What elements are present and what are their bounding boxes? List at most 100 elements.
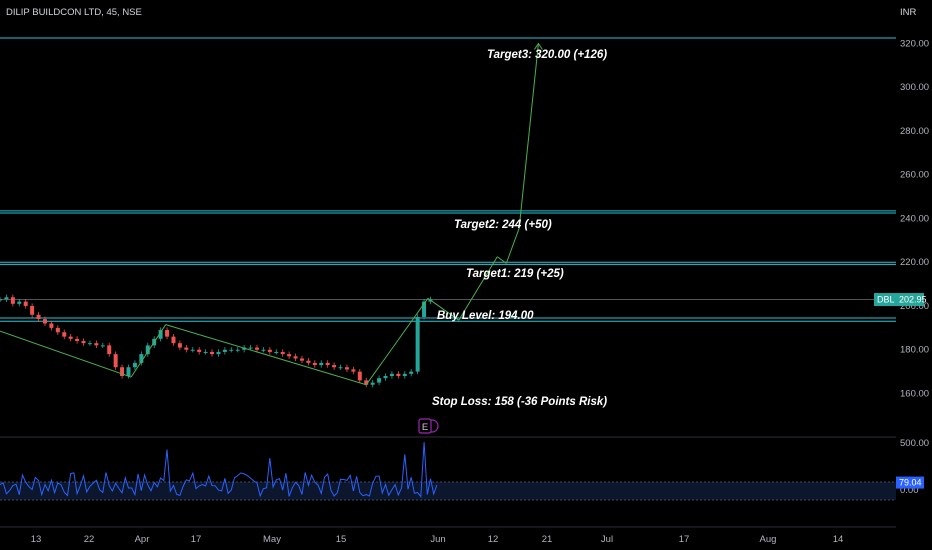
target3-label: Target3: 320.00 (+126) [487, 49, 607, 61]
trend-line-5 [458, 256, 498, 321]
price-tick-8: 160.00 [900, 389, 929, 400]
oscillator-tick-500: 500.00 [900, 438, 929, 449]
time-tick-12: 14 [833, 534, 844, 545]
price-tick-1: 300.00 [900, 82, 929, 93]
buy-level-label: Buy Level: 194.00 [437, 310, 534, 322]
currency-label: INR [900, 7, 917, 18]
candle-body [229, 349, 234, 351]
candle-body [145, 345, 150, 355]
candle-body [158, 330, 163, 339]
price-tick-6: 200.00 [900, 301, 929, 312]
trend-line-8 [518, 43, 539, 229]
candle-body [357, 371, 362, 381]
candle-body [299, 358, 304, 361]
time-tick-9: Jul [601, 534, 613, 545]
candle-body [396, 373, 401, 376]
time-tick-0: 13 [31, 534, 42, 545]
price-tick-0: 320.00 [900, 38, 929, 49]
candle-body [287, 354, 292, 357]
trend-line-0 [0, 330, 132, 378]
candle-body [132, 362, 137, 368]
candle-body [261, 349, 266, 351]
price-tick-4: 240.00 [900, 213, 929, 224]
candle-body [248, 347, 253, 349]
price-axis: 320.00 300.00 280.00 260.00 240.00 220.00 200.… [900, 38, 929, 399]
oscillator-value-box [896, 476, 924, 489]
time-tick-7: 12 [488, 534, 499, 545]
trend-line-2 [165, 324, 367, 386]
time-tick-3: 17 [191, 534, 202, 545]
candle-body [319, 362, 324, 366]
candle-body [171, 336, 176, 344]
candle-body [222, 349, 227, 352]
price-tag: DBL 202.95 [874, 293, 927, 307]
time-tick-1: 22 [84, 534, 95, 545]
candle-body [216, 351, 221, 355]
candle-body [389, 373, 394, 376]
candle-body [274, 351, 279, 353]
candle-body [4, 297, 9, 300]
time-tick-6: Jun [430, 534, 445, 545]
candle-body [87, 343, 92, 345]
candle-body [177, 343, 182, 348]
candle-body [364, 380, 369, 385]
candle-body [68, 336, 73, 339]
candle-body [23, 301, 28, 306]
target2-label: Target2: 244 (+50) [454, 219, 552, 231]
candle-body [139, 354, 144, 363]
candle-body [332, 365, 337, 368]
candle-body [306, 360, 311, 363]
candle-body [0, 299, 2, 301]
time-tick-4: May [263, 534, 281, 545]
candle-body [113, 354, 118, 368]
candle-body [197, 349, 202, 352]
earnings-marker[interactable]: E [418, 418, 439, 434]
price-tick-2: 280.00 [900, 126, 929, 137]
candle-body [120, 367, 125, 376]
candle-body [94, 343, 99, 346]
candle-body [409, 371, 414, 374]
price-tag-box [896, 293, 924, 307]
earnings-marker-letter: E [422, 422, 428, 433]
candle-body [210, 351, 215, 355]
candle-body [338, 367, 343, 369]
price-tag-text: 202.95 [899, 295, 927, 305]
time-axis: 13 22 Apr 17 May 15 Jun 12 21 Jul 17 Aug 14 [31, 534, 844, 545]
price-tick-7: 180.00 [900, 345, 929, 356]
candle-body [235, 349, 240, 351]
trend-lines [0, 42, 543, 386]
candle-body [242, 347, 247, 350]
target1-label: Target1: 219 (+25) [466, 268, 564, 280]
candle-body [49, 323, 54, 328]
symbol-tag-box [874, 293, 896, 307]
stop-loss-label: Stop Loss: 158 (-36 Points Risk) [432, 396, 607, 408]
trend-line-1 [130, 324, 167, 378]
trend-line-3 [365, 298, 429, 386]
earnings-marker-box [418, 418, 432, 434]
candle-body [402, 373, 407, 376]
candle-body [377, 378, 382, 383]
oscillator-value: 79.04 [899, 478, 922, 488]
trend-line-4 [427, 297, 460, 321]
time-tick-5: 15 [336, 534, 347, 545]
chart-title: DILIP BUILDCON LTD, 45, NSE [6, 7, 142, 18]
price-tick-5: 220.00 [900, 257, 929, 268]
candle-body [383, 375, 388, 379]
price-tick-3: 260.00 [900, 170, 929, 181]
price-series [0, 294, 433, 388]
candle-body [422, 301, 427, 317]
candle-body [62, 332, 67, 337]
time-tick-11: Aug [760, 534, 777, 545]
oscillator-series [0, 442, 438, 498]
candle-body [325, 362, 330, 366]
candle-body [267, 349, 272, 352]
level-lines [0, 37, 896, 322]
target3-arrowhead [533, 42, 543, 50]
candle-body [312, 362, 317, 366]
symbol-tag-text: DBL [877, 295, 895, 305]
candle-body [75, 338, 80, 341]
oscillator-band [0, 482, 896, 500]
candle-body [293, 356, 298, 359]
